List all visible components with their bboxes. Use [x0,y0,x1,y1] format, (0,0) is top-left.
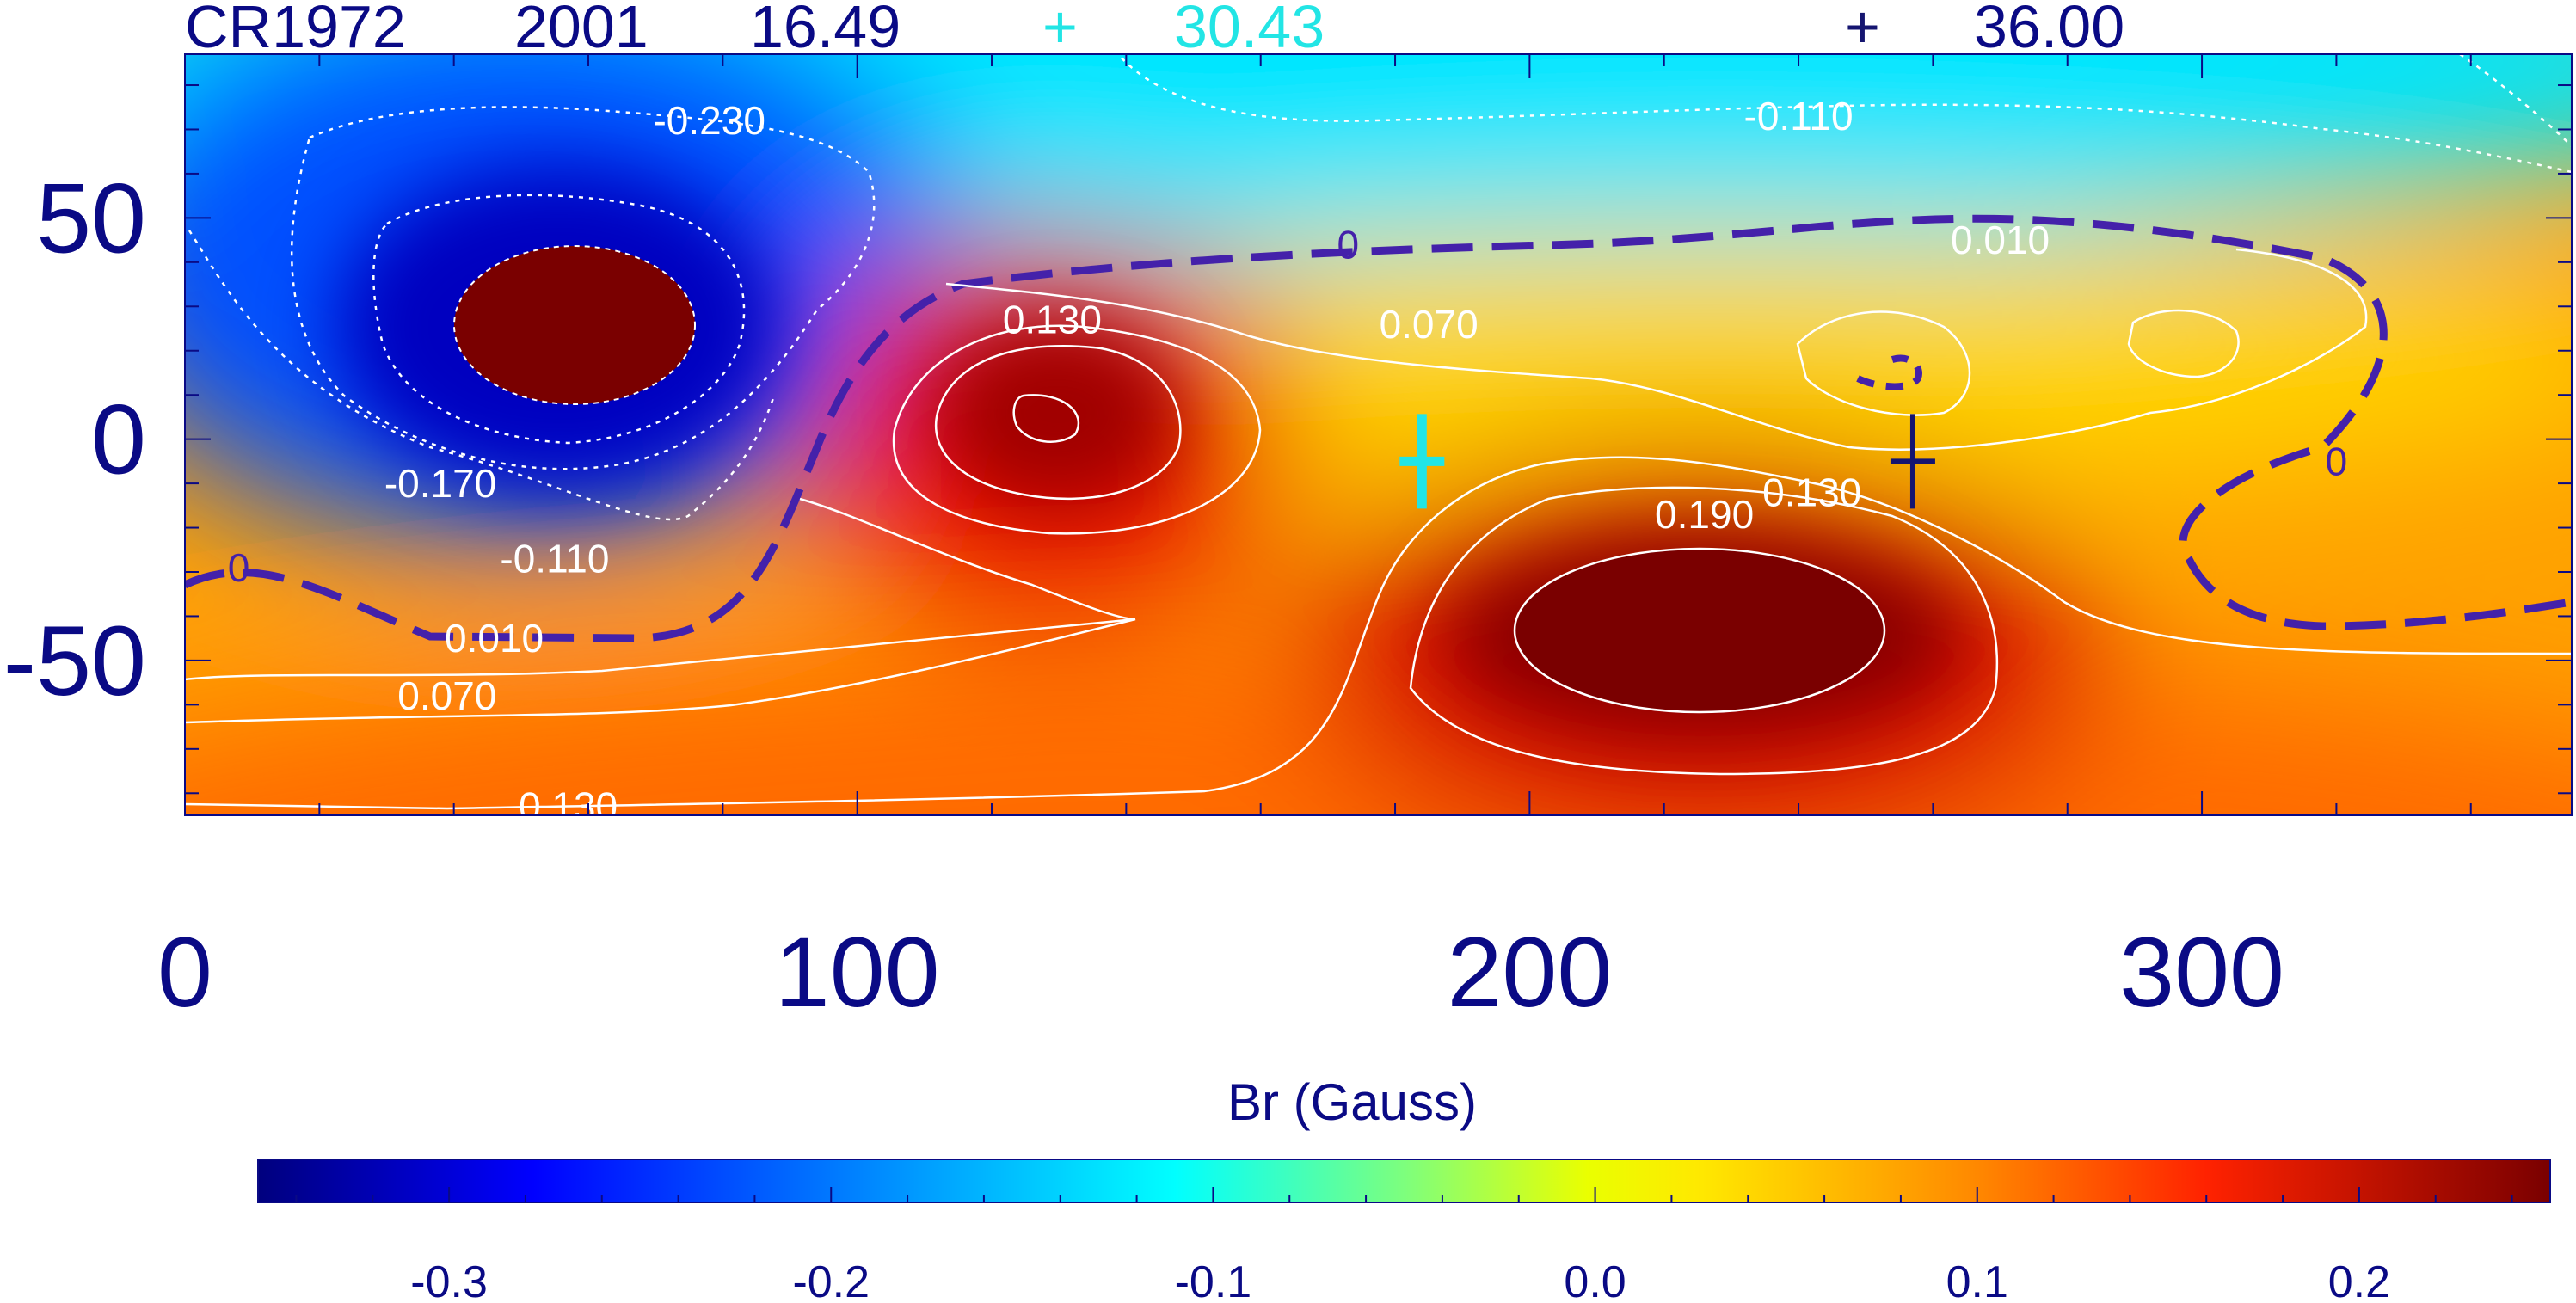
contour-label: 0.010 [1951,218,2050,262]
contour-line [185,456,2572,810]
contour-label: 0 [2326,439,2348,483]
y-tick-label: 0 [91,385,146,495]
plot-frame [184,53,2573,816]
x-tick-label: 100 [775,918,940,1028]
contour-label: -0.110 [1744,94,1854,138]
contour-line [799,497,1136,621]
x-axis-tick-labels: 0 100 200 300 [157,918,2284,1028]
y-tick-label: -50 [3,606,146,716]
contour-line [2127,309,2240,378]
header-row: CR1972 2001 16.49 + 30.43 + 36.00 [185,0,2124,60]
contour-line [1796,310,1971,416]
y-tick-label: 50 [36,163,146,274]
cyan-marker-symbol: + [1042,0,1078,60]
contour-line [1117,54,2572,174]
colorbar-title: Br (Gauss) [1227,1073,1477,1131]
colorbar-tick-label: 0.1 [1946,1257,2008,1303]
contour-label: 0.130 [1762,470,1861,514]
negative-contours [188,54,2572,521]
contour-label: 0.070 [397,673,496,718]
contour-label: 0 [228,545,250,590]
x-tick-label: 0 [157,918,212,1028]
contour-label: 0.190 [1655,492,1754,537]
contour-label: -0.230 [653,98,765,143]
cyan-marker [1399,414,1445,509]
contour-line [945,248,2368,451]
year-label: 2001 [514,0,649,60]
contour-label: 0.130 [1003,298,1102,342]
contour-label: 0.010 [445,616,544,661]
cyan-marker-value: 30.43 [1174,0,1325,60]
x-tick-label: 200 [1447,918,1612,1028]
colorbar-tick-label: 0.0 [1564,1257,1626,1303]
contour-label: 0.130 [519,784,618,829]
colorbar-tick-label: -0.1 [1175,1257,1252,1303]
contour-line [1012,394,1080,443]
positive-contours [185,248,2572,810]
neutral-line-small [1856,354,1922,390]
positive-core-patch [1513,547,1886,714]
markers [1399,414,1935,509]
contour-label: 0.070 [1380,302,1479,347]
contour-line [2459,54,2572,147]
colorbar-tick-label: -0.2 [792,1257,870,1303]
positive-core-west [938,318,1178,507]
contour-line [934,344,1182,501]
contour-line [1409,486,1999,776]
value-label: 16.49 [750,0,901,60]
colorbar-tick-label: -0.3 [410,1257,488,1303]
contour-line [188,230,776,521]
colorbar-ticks: -0.3 -0.2 -0.1 0.0 0.1 0.2 [295,1187,2513,1303]
neutral-line [185,214,2572,642]
colorbar [257,1159,2551,1203]
carrington-rotation-label: CR1972 [185,0,406,60]
contour-label: -0.170 [384,461,496,506]
navy-marker-symbol: + [1845,0,1880,60]
navy-marker [1890,414,1935,509]
contour-label: 0 [1337,222,1360,267]
negative-core-patch [453,245,696,405]
contour-label: -0.110 [500,537,609,581]
x-tick-label: 300 [2119,918,2284,1028]
contour-line [290,106,876,470]
frame-ticks [184,54,2572,815]
colorbar-tick-label: 0.2 [2328,1257,2390,1303]
navy-marker-value: 36.00 [1974,0,2124,60]
y-axis-tick-labels: 50 0 -50 [3,163,146,716]
contour-line [892,324,1262,535]
